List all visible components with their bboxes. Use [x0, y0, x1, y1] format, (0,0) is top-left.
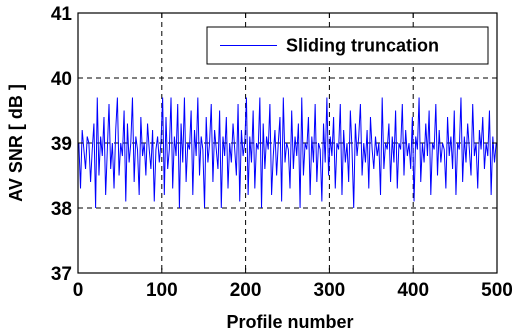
- x-tick-label-0: 0: [73, 280, 84, 301]
- series-layer: [78, 97, 497, 209]
- ticks: 0 100 200 300 400 500 37 38 39 40 41: [51, 4, 513, 301]
- y-tick-label-38: 38: [51, 199, 72, 220]
- series-line-0: [78, 97, 497, 209]
- y-tick-label-37: 37: [51, 264, 72, 285]
- x-tick-label-400: 400: [397, 280, 429, 301]
- x-tick-label-500: 500: [481, 280, 513, 301]
- y-tick-label-40: 40: [51, 69, 72, 90]
- y-tick-label-41: 41: [51, 4, 73, 25]
- x-tick-label-300: 300: [314, 280, 346, 301]
- y-tick-label-39: 39: [51, 134, 72, 155]
- x-axis-label: Profile number: [226, 312, 353, 332]
- legend: Sliding truncation: [206, 26, 489, 65]
- x-tick-label-200: 200: [230, 280, 262, 301]
- legend-label-0: Sliding truncation: [286, 36, 439, 56]
- x-tick-label-100: 100: [146, 280, 178, 301]
- y-axis-label: AV SNR [ dB ]: [6, 84, 26, 202]
